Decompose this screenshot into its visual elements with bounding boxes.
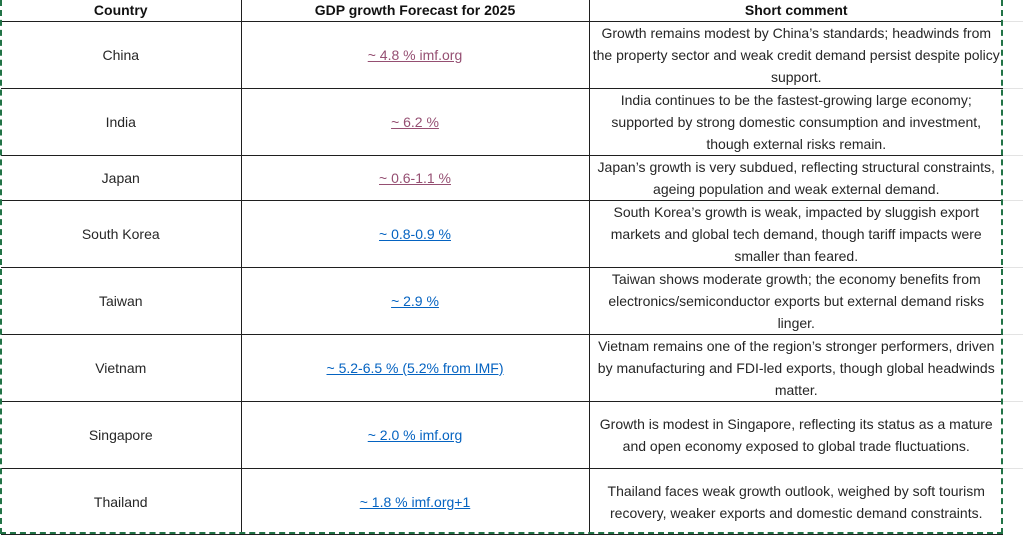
country-cell[interactable]: South Korea	[1, 200, 242, 268]
gridline	[1003, 88, 1023, 89]
country-cell[interactable]: Japan	[1, 155, 242, 201]
comment-cell[interactable]: Japan’s growth is very subdued, reflecti…	[588, 155, 1003, 201]
country-cell[interactable]: India	[1, 88, 242, 156]
forecast-cell[interactable]: ~ 6.2 %	[240, 88, 590, 156]
comment-cell[interactable]: India continues to be the fastest-growin…	[588, 88, 1003, 156]
comment-cell[interactable]: Vietnam remains one of the region’s stro…	[588, 334, 1003, 402]
forecast-link[interactable]: ~ 4.8 % imf.org	[367, 47, 463, 63]
header-forecast[interactable]: GDP growth Forecast for 2025	[240, 0, 590, 22]
comment-cell[interactable]: Growth remains modest by China’s standar…	[588, 21, 1003, 89]
country-cell[interactable]: Taiwan	[1, 267, 242, 335]
forecast-cell[interactable]: ~ 2.0 % imf.org	[240, 401, 590, 469]
comment-cell[interactable]: Thailand faces weak growth outlook, weig…	[588, 468, 1003, 535]
forecast-link[interactable]: ~ 6.2 %	[391, 114, 439, 130]
copy-selection-marquee-bottom	[0, 532, 1003, 534]
country-cell[interactable]: Singapore	[1, 401, 242, 469]
gdp-forecast-table: Country GDP growth Forecast for 2025 Sho…	[1, 0, 1003, 535]
table-row: Singapore ~ 2.0 % imf.org Growth is mode…	[1, 401, 1003, 469]
country-cell[interactable]: Thailand	[1, 468, 242, 535]
gridline	[1003, 468, 1023, 469]
header-row: Country GDP growth Forecast for 2025 Sho…	[1, 0, 1003, 22]
forecast-cell[interactable]: ~ 0.8-0.9 %	[240, 200, 590, 268]
gridline	[1003, 21, 1023, 22]
forecast-link[interactable]: ~ 5.2-6.5 % (5.2% from IMF)	[326, 360, 504, 376]
comment-cell[interactable]: Taiwan shows moderate growth; the econom…	[588, 267, 1003, 335]
forecast-link[interactable]: ~ 0.6-1.1 %	[379, 170, 451, 186]
header-comment[interactable]: Short comment	[588, 0, 1003, 22]
copy-selection-marquee-left	[0, 0, 2, 534]
table-row: South Korea ~ 0.8-0.9 % South Korea’s gr…	[1, 200, 1003, 268]
forecast-cell[interactable]: ~ 4.8 % imf.org	[240, 21, 590, 89]
gridline	[1003, 200, 1023, 201]
forecast-link[interactable]: ~ 2.9 %	[391, 293, 439, 309]
forecast-cell[interactable]: ~ 5.2-6.5 % (5.2% from IMF)	[240, 334, 590, 402]
forecast-cell[interactable]: ~ 2.9 %	[240, 267, 590, 335]
country-cell[interactable]: China	[1, 21, 242, 89]
comment-cell[interactable]: South Korea’s growth is weak, impacted b…	[588, 200, 1003, 268]
forecast-link[interactable]: ~ 0.8-0.9 %	[379, 226, 451, 242]
table-row: China ~ 4.8 % imf.org Growth remains mod…	[1, 21, 1003, 89]
forecast-cell[interactable]: ~ 0.6-1.1 %	[240, 155, 590, 201]
country-cell[interactable]: Vietnam	[1, 334, 242, 402]
copy-selection-marquee-right	[1001, 0, 1003, 534]
gridline	[1003, 334, 1023, 335]
gridline	[1003, 401, 1023, 402]
table-row: Vietnam ~ 5.2-6.5 % (5.2% from IMF) Viet…	[1, 334, 1003, 402]
comment-cell[interactable]: Growth is modest in Singapore, reflectin…	[588, 401, 1003, 469]
table-row: Taiwan ~ 2.9 % Taiwan shows moderate gro…	[1, 267, 1003, 335]
gridline	[1003, 155, 1023, 156]
forecast-cell[interactable]: ~ 1.8 % imf.org+1	[240, 468, 590, 535]
table-row: Japan ~ 0.6-1.1 % Japan’s growth is very…	[1, 155, 1003, 201]
forecast-link[interactable]: ~ 1.8 % imf.org+1	[359, 493, 471, 510]
table-row: India ~ 6.2 % India continues to be the …	[1, 88, 1003, 156]
header-country[interactable]: Country	[1, 0, 242, 22]
gridline	[1003, 267, 1023, 268]
forecast-link[interactable]: ~ 2.0 % imf.org	[367, 427, 463, 443]
table-row: Thailand ~ 1.8 % imf.org+1 Thailand face…	[1, 468, 1003, 535]
